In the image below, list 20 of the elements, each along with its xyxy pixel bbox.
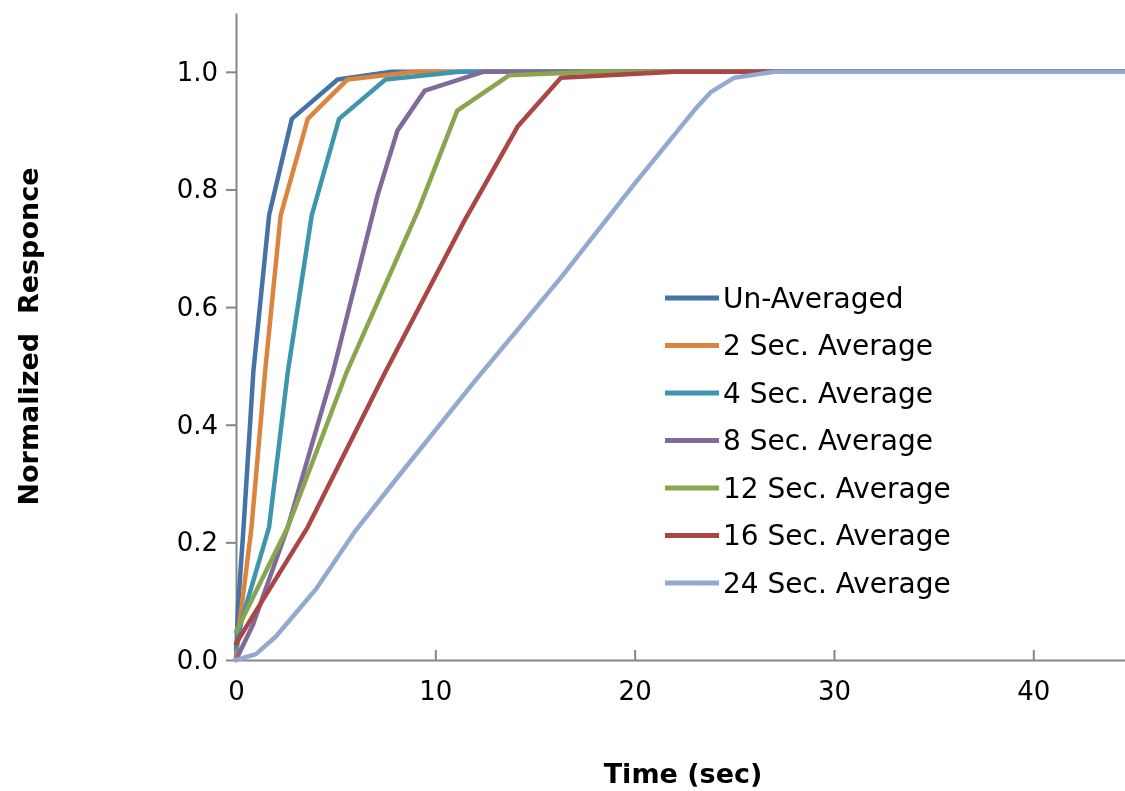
x-tick-label: 0 bbox=[228, 676, 245, 707]
legend-label: 12 Sec. Average bbox=[723, 471, 951, 505]
y-tick-label: 1.0 bbox=[176, 56, 218, 87]
x-tick-label: 40 bbox=[1017, 676, 1051, 707]
legend-label: 2 Sec. Average bbox=[723, 329, 933, 363]
legend-label: 8 Sec. Average bbox=[723, 424, 933, 458]
x-tick-label: 30 bbox=[817, 676, 852, 707]
legend-label: 4 Sec. Average bbox=[723, 376, 933, 410]
x-axis-title: Time (sec) bbox=[603, 758, 763, 789]
y-tick-label: 0.2 bbox=[176, 527, 218, 558]
y-axis-title: Normalized Responce bbox=[13, 167, 44, 506]
x-tick-label: 20 bbox=[618, 676, 652, 707]
y-tick-label: 0.4 bbox=[176, 409, 218, 440]
y-tick-label: 0.0 bbox=[176, 644, 218, 675]
x-tick-label: 10 bbox=[419, 676, 453, 707]
legend-label: Un-Averaged bbox=[723, 281, 904, 315]
legend-label: 16 Sec. Average bbox=[723, 519, 951, 553]
y-tick-label: 0.6 bbox=[176, 291, 218, 322]
legend-label: 24 Sec. Average bbox=[723, 566, 951, 600]
y-tick-label: 0.8 bbox=[176, 174, 218, 205]
